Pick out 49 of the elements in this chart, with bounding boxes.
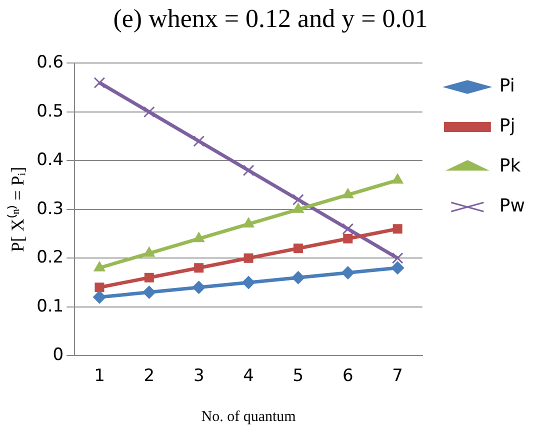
y-tick-label: 0.2 — [36, 248, 64, 268]
point — [392, 174, 404, 184]
point — [94, 282, 104, 292]
point — [92, 290, 106, 304]
legend-label: Pj — [499, 116, 516, 137]
point — [392, 252, 404, 264]
y-tick-label: 0 — [52, 345, 64, 366]
point — [292, 271, 305, 284]
x-tick-label: 1 — [94, 366, 105, 386]
point — [192, 280, 206, 294]
point — [142, 286, 156, 299]
point — [242, 276, 256, 289]
point — [194, 263, 204, 273]
y-tick-label: 0.3 — [36, 198, 64, 219]
y-axis-title: P[ X⁽ⁿ⁾ = Pᵢ] — [6, 166, 28, 252]
point — [293, 244, 303, 254]
point — [94, 261, 106, 272]
point — [292, 202, 304, 213]
legend-label: Pk — [499, 156, 522, 177]
point — [391, 261, 404, 274]
point — [94, 76, 106, 88]
point — [193, 232, 205, 242]
point — [292, 194, 304, 206]
point — [392, 224, 402, 234]
x-axis-title: No. of quantum — [201, 408, 296, 425]
x-tick-label: 3 — [193, 366, 204, 386]
y-tick-label: 0.1 — [36, 296, 64, 316]
legend-label: Pi — [499, 76, 515, 97]
y-tick-label: 0.5 — [36, 101, 64, 122]
x-tick-label: 2 — [144, 366, 155, 386]
y-tick-label: 0.6 — [36, 52, 64, 73]
point — [341, 266, 354, 280]
point — [244, 253, 254, 263]
x-tick-label: 5 — [292, 366, 304, 386]
point — [143, 106, 155, 118]
x-tick-label: 6 — [342, 366, 354, 386]
point — [193, 135, 205, 147]
legend-label: Pw — [499, 196, 525, 217]
point — [342, 223, 354, 235]
point — [143, 246, 155, 257]
point — [343, 234, 353, 244]
x-tick-label: 4 — [243, 366, 254, 386]
point — [144, 272, 154, 282]
chart-title: (e) whenx = 0.12 and y = 0.01 — [112, 4, 429, 34]
x-tick-label: 7 — [392, 366, 403, 386]
point — [242, 164, 254, 176]
point — [242, 218, 254, 228]
point — [342, 188, 354, 198]
y-tick-label: 0.4 — [36, 150, 64, 170]
